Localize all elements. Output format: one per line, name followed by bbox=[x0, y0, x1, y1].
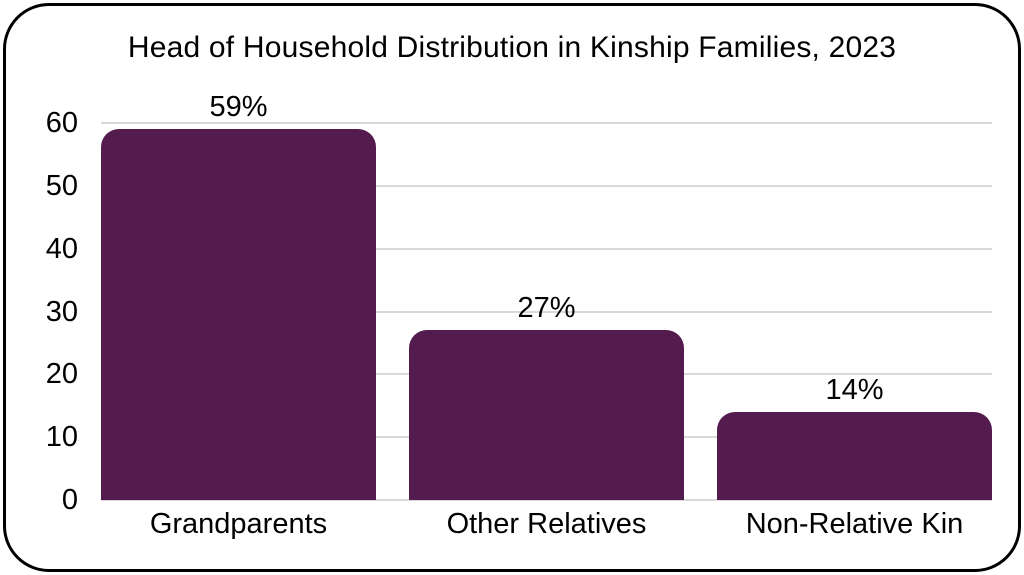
y-tick-label-60: 60 bbox=[45, 107, 78, 139]
gridline-60 bbox=[101, 122, 992, 124]
x-category-label-3: Non-Relative Kin bbox=[745, 508, 964, 540]
gridline-40 bbox=[101, 247, 992, 250]
value-label-1: 59% bbox=[209, 91, 268, 124]
value-label-2: 27% bbox=[517, 292, 576, 325]
y-tick-label-0: 0 bbox=[61, 484, 78, 516]
bars: 59% 27% 14% bbox=[101, 91, 992, 500]
y-tick-label-30: 30 bbox=[45, 295, 78, 328]
chart-title: Head of Household Distribution in Kinshi… bbox=[127, 31, 897, 64]
y-tick-label-10: 10 bbox=[45, 421, 78, 454]
gridline-30 bbox=[101, 310, 992, 313]
plot-area: 59% 27% 14% bbox=[101, 91, 992, 501]
y-axis: 0 10 20 30 40 50 60 bbox=[6, 107, 78, 516]
x-axis-labels: Grandparents Other Relatives Non-Relative … bbox=[101, 507, 992, 547]
x-category-label-1: Grandparents bbox=[149, 508, 328, 540]
chart-frame: Head of Household Distribution in Kinshi… bbox=[3, 3, 1021, 572]
gridline-50 bbox=[101, 184, 992, 187]
y-tick-label-50: 50 bbox=[45, 169, 78, 202]
bar-other-relatives bbox=[409, 330, 684, 500]
y-tick-label-40: 40 bbox=[45, 232, 78, 265]
bar-grandparents bbox=[101, 129, 376, 500]
gridline-0 bbox=[101, 499, 992, 501]
bar-non-relative-kin bbox=[717, 412, 992, 500]
y-tick-label-20: 20 bbox=[45, 358, 78, 391]
value-label-3: 14% bbox=[825, 374, 884, 407]
x-category-label-2: Other Relatives bbox=[446, 508, 647, 540]
